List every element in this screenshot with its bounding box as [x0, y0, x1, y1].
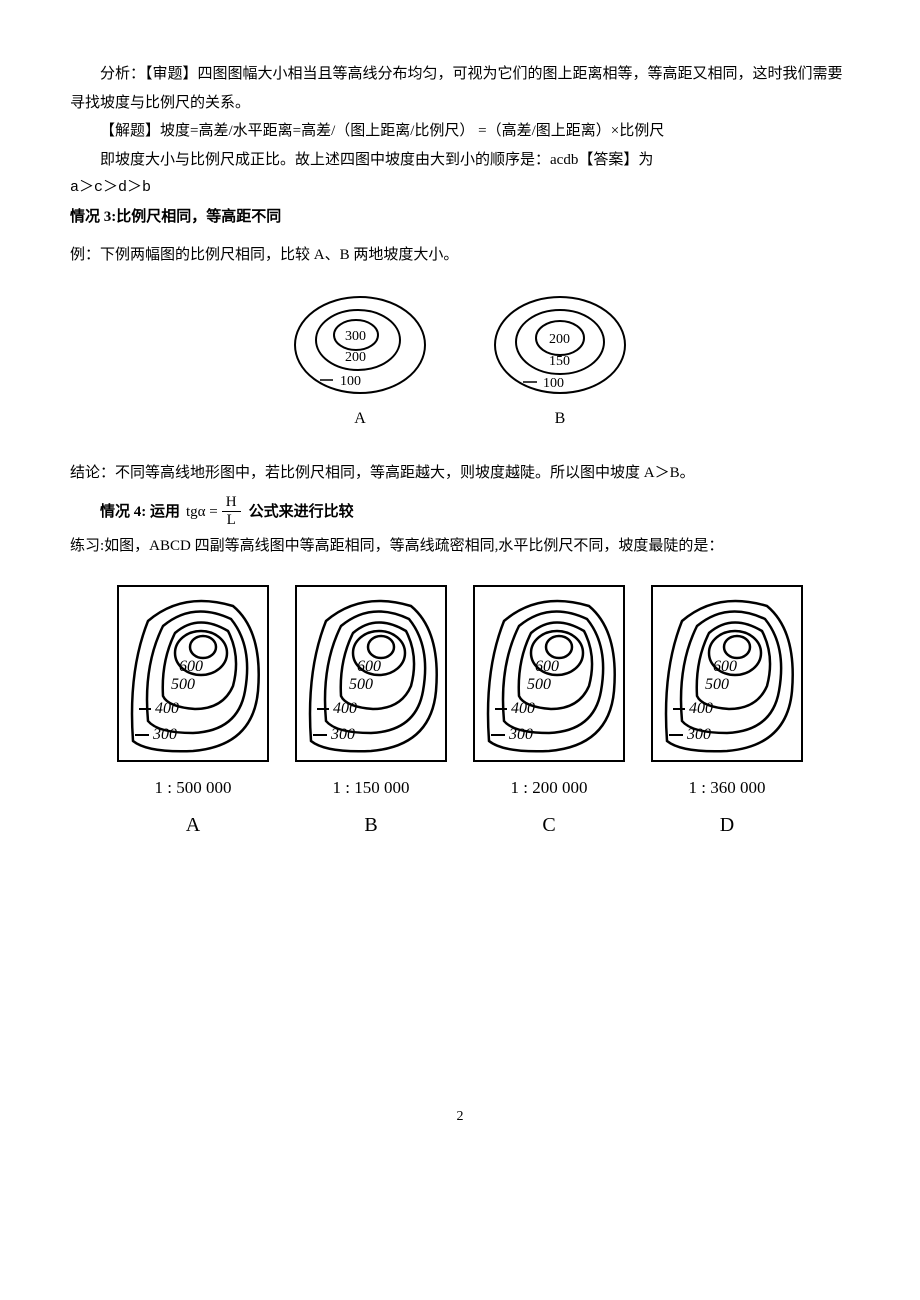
case3-title: 情况 3:比例尺相同，等高距不同: [70, 203, 850, 232]
map-b-500: 500: [349, 676, 373, 693]
map-a-scale: 1 : 500 000: [155, 772, 232, 804]
map-c-500: 500: [527, 676, 551, 693]
exercise-text: 练习:如图，ABCD 四副等高线图中等高距相同，等高线疏密相同,水平比例尺不同，…: [70, 532, 850, 561]
map-c-scale: 1 : 200 000: [511, 772, 588, 804]
page-number: 2: [70, 1104, 850, 1131]
map-a-400: 400: [155, 700, 179, 717]
map-b-400: 400: [333, 700, 357, 717]
map-d-300: 300: [686, 726, 711, 743]
contour-b-label: B: [555, 404, 566, 434]
map-a-letter: A: [186, 806, 200, 844]
map-c-600: 600: [535, 658, 559, 675]
map-a-600: 600: [179, 658, 203, 675]
map-c-400: 400: [511, 700, 535, 717]
case4-pre: 情况 4: 运用: [100, 498, 180, 527]
solution-para-1: 【解题】坡度=高差/水平距离=高差/（图上距离/比例尺） =（高差/图上距离）×…: [70, 117, 850, 146]
contour-a-label: A: [354, 404, 366, 434]
map-a-300: 300: [152, 726, 177, 743]
map-c-300: 300: [508, 726, 533, 743]
contour-a-val-100: 100: [340, 374, 361, 389]
contour-b-val-100: 100: [543, 376, 564, 391]
map-d-letter: D: [720, 806, 734, 844]
contour-ab-row: 300 200 100 A 200 150 100 B: [70, 290, 850, 434]
formula-num: H: [222, 495, 241, 512]
map-a: 600 500 400 300 1 : 500 000 A: [113, 581, 273, 844]
contour-a: 300 200 100 A: [285, 290, 435, 434]
map-a-500: 500: [171, 676, 195, 693]
map-d-400: 400: [689, 700, 713, 717]
map-b-letter: B: [364, 806, 377, 844]
case4-post: 公式来进行比较: [249, 498, 354, 527]
map-c-letter: C: [542, 806, 555, 844]
map-b-300: 300: [330, 726, 355, 743]
map-b: 600 500 400 300 1 : 150 000 B: [291, 581, 451, 844]
formula-lhs: tgα =: [186, 498, 218, 527]
map-d-500: 500: [705, 676, 729, 693]
conclusion-ab: 结论：不同等高线地形图中，若比例尺相同，等高距越大，则坡度越陡。所以图中坡度 A…: [70, 459, 850, 488]
case4-title-line: 情况 4: 运用 tgα = H L 公式来进行比较: [70, 495, 850, 528]
analysis-para: 分析：【审题】四图图幅大小相当且等高线分布均匀，可视为它们的图上距离相等，等高距…: [70, 60, 850, 117]
map-d: 600 500 400 300 1 : 360 000 D: [647, 581, 807, 844]
contour-b: 200 150 100 B: [485, 290, 635, 434]
four-maps-row: 600 500 400 300 1 : 500 000 A 600 500 40…: [70, 581, 850, 844]
answer-order: a＞c＞d＞b: [70, 174, 850, 203]
solution-para-2: 即坡度大小与比例尺成正比。故上述四图中坡度由大到小的顺序是：acdb【答案】为: [70, 146, 850, 175]
formula-den: L: [227, 512, 236, 528]
map-d-scale: 1 : 360 000: [689, 772, 766, 804]
contour-a-val-200: 200: [345, 350, 366, 365]
example-ab: 例：下例两幅图的比例尺相同，比较 A、B 两地坡度大小。: [70, 241, 850, 270]
contour-a-val-300: 300: [345, 329, 366, 344]
contour-b-val-200: 200: [549, 332, 570, 347]
contour-b-val-150: 150: [549, 354, 570, 369]
map-c: 600 500 400 300 1 : 200 000 C: [469, 581, 629, 844]
map-b-600: 600: [357, 658, 381, 675]
map-d-600: 600: [713, 658, 737, 675]
map-b-scale: 1 : 150 000: [333, 772, 410, 804]
formula-frac: H L: [222, 495, 241, 528]
